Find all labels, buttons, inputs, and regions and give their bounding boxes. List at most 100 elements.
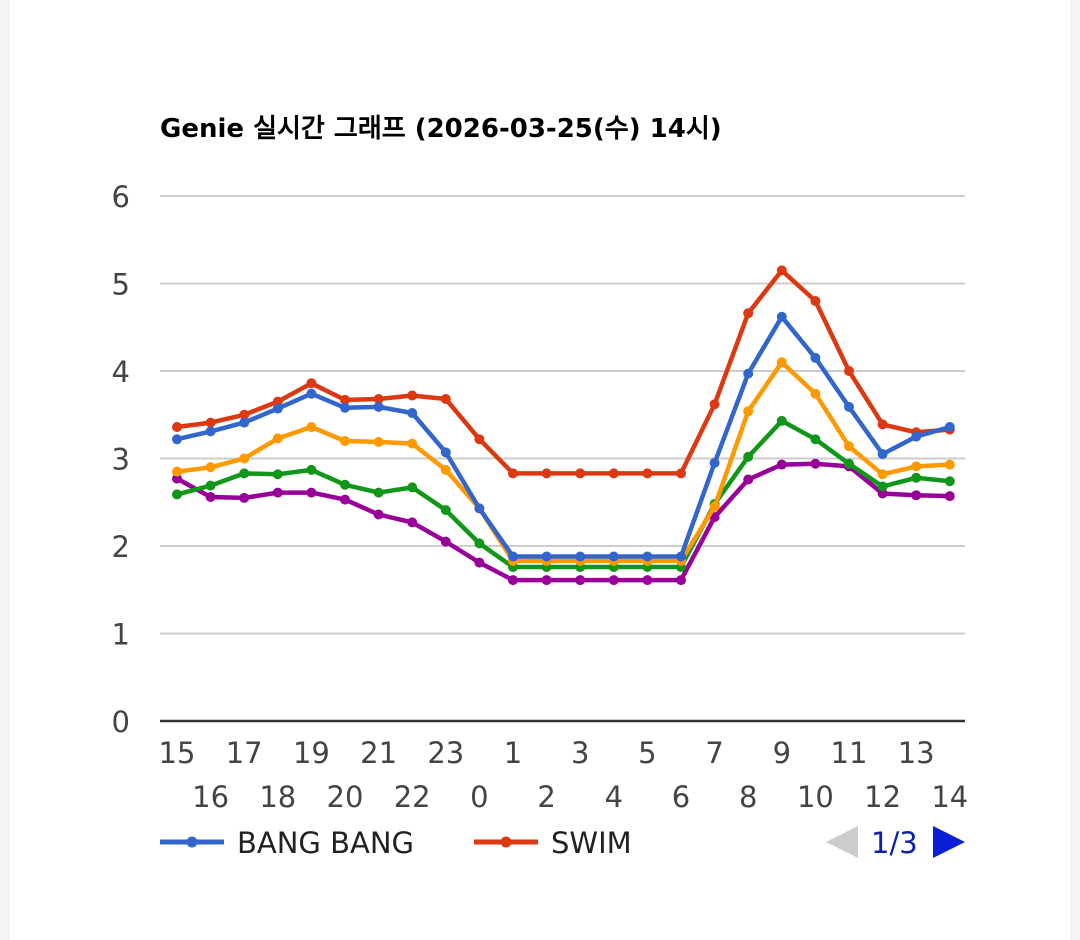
legend-item-swim[interactable]: SWIM [474,826,632,860]
data-point[interactable] [776,265,787,276]
data-point[interactable] [172,466,182,477]
data-point[interactable] [306,388,317,399]
data-point[interactable] [743,474,754,485]
data-point[interactable] [944,491,955,502]
data-point[interactable] [877,488,888,499]
data-point[interactable] [877,469,888,480]
data-point[interactable] [911,461,922,472]
data-point[interactable] [440,447,451,458]
data-point[interactable] [407,408,418,418]
data-point[interactable] [373,436,384,447]
pager-prev-arrow-icon[interactable] [826,826,858,858]
data-point[interactable] [272,403,283,414]
data-point[interactable] [743,451,754,462]
data-point[interactable] [911,431,922,442]
data-point[interactable] [810,434,821,445]
data-point[interactable] [608,551,619,562]
data-point[interactable] [642,551,653,562]
data-point[interactable] [877,419,888,430]
data-point[interactable] [440,536,451,547]
data-point[interactable] [608,575,619,586]
data-point[interactable] [676,468,686,479]
data-point[interactable] [911,472,922,483]
data-point[interactable] [608,468,619,479]
data-point[interactable] [944,459,955,470]
data-point[interactable] [844,401,854,412]
data-point[interactable] [810,352,821,363]
data-point[interactable] [575,551,586,562]
data-point[interactable] [877,481,888,492]
data-point[interactable] [440,394,451,404]
data-point[interactable] [541,468,552,479]
data-point[interactable] [776,311,787,322]
data-point[interactable] [407,438,418,449]
data-point[interactable] [172,434,182,445]
data-point[interactable] [205,426,216,437]
data-point[interactable] [340,479,350,490]
data-point[interactable] [508,575,518,586]
data-point[interactable] [709,457,720,468]
pager-next-arrow-icon[interactable] [933,826,965,858]
data-point[interactable] [575,575,586,586]
data-point[interactable] [407,517,418,528]
data-point[interactable] [844,366,854,376]
data-point[interactable] [340,436,350,446]
data-point[interactable] [810,388,821,399]
data-point[interactable] [776,357,787,368]
data-point[interactable] [709,399,720,410]
data-point[interactable] [205,480,216,491]
data-point[interactable] [541,551,552,562]
data-point[interactable] [776,415,787,426]
data-point[interactable] [743,406,754,417]
data-point[interactable] [272,396,283,407]
data-point[interactable] [239,492,250,503]
data-point[interactable] [541,575,552,586]
data-point[interactable] [642,575,653,586]
data-point[interactable] [944,476,955,487]
data-point[interactable] [474,434,485,445]
data-point[interactable] [709,501,720,512]
data-point[interactable] [474,503,485,514]
data-point[interactable] [373,394,384,404]
data-point[interactable] [306,422,317,432]
data-point[interactable] [642,468,653,479]
data-point[interactable] [474,557,485,568]
data-point[interactable] [474,538,485,549]
data-point[interactable] [205,417,216,428]
data-point[interactable] [508,468,518,479]
data-point[interactable] [239,453,250,464]
data-point[interactable] [239,417,250,428]
data-point[interactable] [676,551,686,562]
data-point[interactable] [340,402,350,413]
data-point[interactable] [172,473,182,484]
data-point[interactable] [508,551,518,562]
data-point[interactable] [944,422,955,432]
data-point[interactable] [205,462,216,473]
data-point[interactable] [776,459,787,470]
data-point[interactable] [407,390,418,401]
data-point[interactable] [340,494,350,505]
data-point[interactable] [239,468,250,479]
data-point[interactable] [440,464,451,475]
data-point[interactable] [407,482,418,493]
data-point[interactable] [340,394,350,405]
data-point[interactable] [239,409,250,420]
data-point[interactable] [810,296,821,306]
data-point[interactable] [810,458,821,469]
data-point[interactable] [911,490,922,501]
data-point[interactable] [373,487,384,498]
data-point[interactable] [575,468,586,479]
data-point[interactable] [743,308,754,319]
data-point[interactable] [306,464,317,475]
data-point[interactable] [306,487,317,498]
data-point[interactable] [844,458,854,469]
data-point[interactable] [877,449,888,460]
data-point[interactable] [373,401,384,412]
data-point[interactable] [172,422,182,432]
data-point[interactable] [676,575,686,586]
legend-item-bang-bang[interactable]: BANG BANG [160,826,414,860]
data-point[interactable] [172,489,182,500]
data-point[interactable] [272,469,283,480]
data-point[interactable] [440,505,451,516]
data-point[interactable] [205,492,216,502]
